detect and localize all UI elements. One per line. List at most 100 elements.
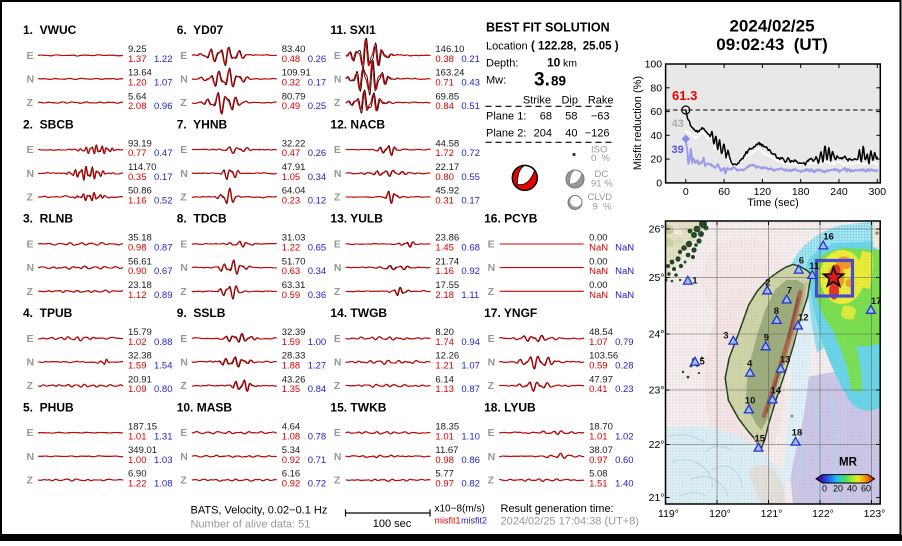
svg-text:0.55: 0.55 [461,172,480,183]
svg-text:1.31: 1.31 [154,431,173,442]
svg-text:Z: Z [488,475,495,487]
svg-text:122°: 122° [812,508,834,520]
svg-text:40: 40 [565,128,577,140]
svg-text:18: 18 [792,428,803,439]
svg-text:Mw:: Mw: [486,75,506,87]
svg-text:N: N [27,451,35,463]
svg-text:Plane 1:: Plane 1: [486,111,526,123]
svg-text:N: N [488,262,496,274]
svg-text:60: 60 [718,186,730,198]
svg-text:24°: 24° [649,329,665,341]
svg-text:E: E [334,50,341,62]
svg-text:1.88: 1.88 [282,361,301,372]
svg-text:0.48: 0.48 [282,54,301,65]
svg-text:5.77: 5.77 [435,469,454,480]
svg-text:1.59: 1.59 [282,337,301,348]
svg-text:0.80: 0.80 [154,384,173,395]
svg-text:0.49: 0.49 [282,101,301,112]
svg-text:0.60: 0.60 [615,455,634,466]
svg-text:MR: MR [839,457,858,469]
svg-text:0.43: 0.43 [461,78,480,89]
svg-text:100 sec: 100 sec [373,518,412,530]
svg-text:20: 20 [650,154,662,166]
svg-text:0 %: 0 % [591,153,611,164]
svg-text:23°: 23° [649,385,665,397]
svg-text:0.31: 0.31 [435,196,454,207]
svg-text:N: N [488,451,496,463]
svg-text:44.58: 44.58 [435,138,459,149]
svg-text:0.00: 0.00 [589,280,608,291]
svg-text:120: 120 [754,186,772,198]
svg-text:1. VWUC: 1. VWUC [23,23,77,37]
svg-text:0.23: 0.23 [615,384,634,395]
svg-text:20: 20 [833,484,843,494]
svg-text:1.08: 1.08 [282,431,301,442]
svg-text:E: E [180,144,187,156]
svg-text:N: N [334,73,342,85]
svg-text:misfit1: misfit1 [435,516,461,526]
svg-text:1.22: 1.22 [282,243,301,254]
svg-text:Dip: Dip [561,95,578,107]
svg-text:16: 16 [823,232,834,243]
svg-text:0.35: 0.35 [128,172,147,183]
svg-text:1.03: 1.03 [154,455,173,466]
svg-text:1.02: 1.02 [128,337,147,348]
svg-text:0.17: 0.17 [154,172,173,183]
svg-text:240: 240 [830,186,848,198]
svg-text:Z: Z [27,97,34,109]
svg-text:68: 68 [540,111,552,123]
svg-text:2. SBCB: 2. SBCB [23,117,74,131]
svg-text:83.40: 83.40 [282,44,306,55]
svg-text:0.96: 0.96 [154,101,173,112]
svg-text:18.70: 18.70 [589,421,613,432]
svg-text:109.91: 109.91 [282,68,311,79]
svg-text:21°: 21° [649,492,665,504]
svg-text:43.26: 43.26 [282,374,306,385]
svg-text:( 122.28, 25.05 ): ( 122.28, 25.05 ) [531,41,619,53]
svg-text:0.87: 0.87 [154,243,173,254]
svg-text:6.16: 6.16 [282,469,301,480]
svg-text:1.11: 1.11 [461,290,479,301]
svg-text:Z: Z [334,97,341,109]
svg-text:114.70: 114.70 [128,162,156,173]
svg-text:0.92: 0.92 [461,266,480,277]
svg-text:22°: 22° [649,439,665,451]
svg-text:300: 300 [869,186,887,198]
svg-text:DC: DC [595,169,609,180]
svg-text:N: N [27,168,35,180]
svg-text:Z: Z [27,475,34,487]
svg-text:100: 100 [645,59,663,71]
svg-text:0.90: 0.90 [128,266,147,277]
svg-text:Z: Z [334,191,341,203]
svg-text:09:02:43 (UT): 09:02:43 (UT) [716,35,827,54]
svg-text:0.67: 0.67 [154,266,173,277]
svg-text:50.86: 50.86 [128,186,152,197]
svg-text:0.87: 0.87 [461,384,480,395]
svg-text:0.72: 0.72 [461,148,480,159]
svg-text:0.78: 0.78 [308,431,327,442]
svg-text:15. TWKB: 15. TWKB [330,400,386,414]
svg-text:E: E [334,427,341,439]
svg-text:NaN: NaN [589,290,608,301]
svg-text:0.71: 0.71 [308,455,327,466]
svg-text:N: N [180,356,188,368]
svg-text:0.97: 0.97 [589,455,608,466]
svg-text:8.20: 8.20 [435,327,454,338]
svg-text:1.16: 1.16 [128,196,147,207]
svg-text:7: 7 [787,286,792,297]
svg-text:1.74: 1.74 [435,337,454,348]
svg-text:204: 204 [534,128,552,140]
svg-text:0.21: 0.21 [461,54,480,65]
svg-text:9. SSLB: 9. SSLB [177,306,226,320]
svg-text:2024/02/25 17:04:38 (UT+8): 2024/02/25 17:04:38 (UT+8) [501,516,640,528]
svg-text:39: 39 [672,144,684,156]
svg-text:1.22: 1.22 [128,479,147,490]
svg-text:1.01: 1.01 [589,431,608,442]
svg-text:0.59: 0.59 [282,290,301,301]
svg-text:9 %: 9 % [593,202,613,213]
svg-text:11: 11 [809,261,820,272]
svg-text:22.17: 22.17 [435,162,459,173]
svg-text:18.35: 18.35 [435,421,459,432]
svg-text:1.05: 1.05 [282,172,301,183]
svg-text:51.70: 51.70 [282,256,306,267]
